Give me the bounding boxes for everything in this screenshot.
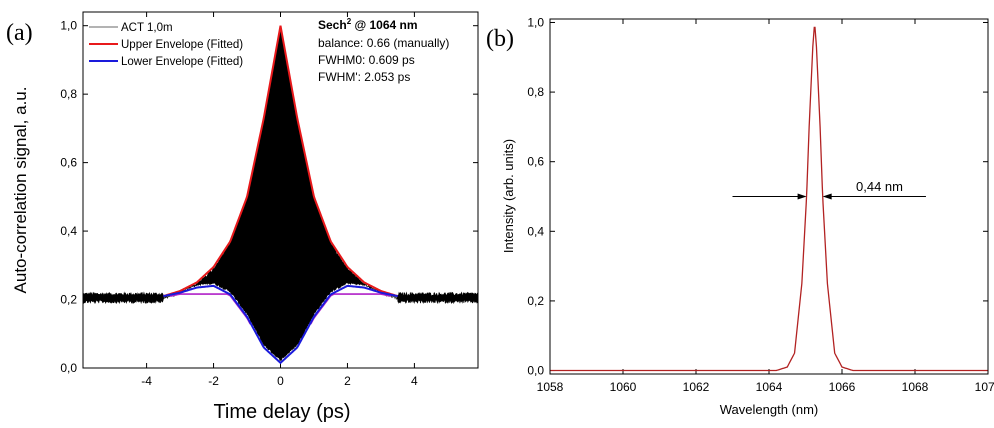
- a-xtick-label: -4: [141, 374, 152, 388]
- b-xtick-label: 1064: [756, 380, 783, 394]
- panel-b-plot-frame: [549, 18, 989, 375]
- a-xtick-label: -2: [208, 374, 219, 388]
- y-axis-title-b: Intensity (arb. units): [501, 139, 516, 253]
- y-axis-title-a: Auto-correlation signal, a.u.: [11, 87, 30, 294]
- a-ytick-label: 0,8: [60, 87, 77, 101]
- annotation-fwhm0: FWHM0: 0.609 ps: [318, 53, 415, 67]
- act-signal-trace: [82, 25, 479, 362]
- a-ytick-label: 0,4: [60, 224, 77, 238]
- a-xtick-label: 4: [411, 374, 418, 388]
- b-xtick-label: 1060: [610, 380, 637, 394]
- legend-label-act: ACT 1,0m: [121, 22, 173, 34]
- panel-a-label: (a): [6, 20, 33, 46]
- panel-a: (a) -4 -2 0 2 4 0,0 0,2 0,4 0,6 0,8 1,0 ACT 1,0m U…: [6, 11, 479, 423]
- fwhm-arrowhead-left: [797, 193, 807, 200]
- lower-envelope-line: [163, 284, 398, 365]
- annotation-balance: balance: 0.66 (manually): [318, 36, 449, 50]
- b-xtick-label: 1062: [683, 380, 710, 394]
- x-axis-title-b: Wavelength (nm): [720, 402, 819, 417]
- x-axis-title-a: Time delay (ps): [213, 401, 350, 423]
- b-xtick-label: 1068: [902, 380, 929, 394]
- panel-a-annotation: Sech2 @ 1064 nm balance: 0.66 (manually)…: [318, 17, 449, 84]
- a-ytick-label: 1,0: [60, 19, 77, 33]
- panel-a-plot-frame: [82, 11, 479, 369]
- b-ytick-label: 0,6: [527, 155, 544, 169]
- upper-envelope-line: [163, 25, 398, 298]
- spectrum-line: [550, 26, 988, 372]
- b-ytick-label: 0,0: [527, 364, 544, 378]
- b-ytick-label: 1,0: [527, 15, 544, 29]
- a-ytick-label: 0,0: [60, 361, 77, 375]
- legend-label-upper: Upper Envelope (Fitted): [121, 39, 243, 51]
- panel-a-legend: ACT 1,0m Upper Envelope (Fitted) Lower E…: [89, 22, 243, 68]
- a-ytick-label: 0,6: [60, 156, 77, 170]
- annotation-fwhm-prime: FWHM': 2.053 ps: [318, 70, 410, 84]
- a-ytick-label: 0,2: [60, 293, 77, 307]
- b-ytick-label: 0,4: [527, 224, 544, 238]
- b-ytick-label: 0,8: [527, 85, 544, 99]
- fwhm-arrowhead-right: [822, 193, 832, 200]
- fwhm-annotation: 0,44 nm: [732, 179, 926, 200]
- a-xtick-label: 0: [277, 374, 284, 388]
- a-xtick-label: 2: [344, 374, 351, 388]
- legend-label-lower: Lower Envelope (Fitted): [121, 56, 243, 68]
- b-xtick-label: 1066: [829, 380, 856, 394]
- annotation-title: Sech2 @ 1064 nm: [318, 17, 418, 32]
- b-ytick-label: 0,2: [527, 294, 544, 308]
- fwhm-label: 0,44 nm: [856, 179, 903, 194]
- panel-b-label: (b): [486, 26, 514, 52]
- b-xtick-label: 1058: [537, 380, 564, 394]
